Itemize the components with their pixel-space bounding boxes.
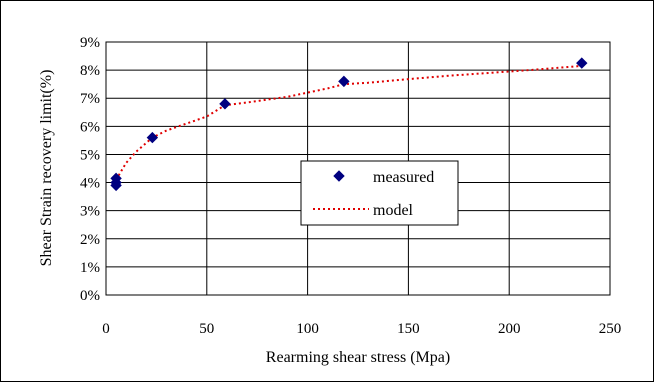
measured-point	[219, 98, 231, 110]
plot-area-border	[105, 41, 611, 296]
model-series	[115, 64, 582, 181]
x-tick-label: 200	[498, 321, 521, 337]
y-tick-label: 3%	[80, 204, 100, 220]
measured-point	[146, 131, 159, 144]
legend-model-label: model	[373, 202, 414, 219]
legend: measured model	[300, 160, 459, 226]
y-axis-title: Shear Strain recovery limit(%)	[38, 70, 55, 267]
y-tick-label: 4%	[80, 176, 100, 192]
measured-point	[110, 172, 122, 185]
y-tick-label: 7%	[80, 91, 100, 107]
x-tick-label: 0	[102, 321, 110, 337]
y-tick-label: 8%	[80, 63, 100, 79]
measured-series	[110, 57, 588, 192]
y-tick-label: 2%	[80, 232, 100, 248]
measured-point	[576, 57, 588, 69]
model-line	[115, 64, 582, 181]
y-tick-label: 0%	[80, 288, 100, 304]
x-tick-label: 100	[296, 321, 319, 337]
legend-measured-marker	[333, 170, 345, 182]
x-tick-labels: 0 50 100 150 200 250	[102, 321, 621, 337]
x-tick-label: 250	[599, 321, 622, 337]
y-tick-label: 1%	[80, 260, 100, 276]
y-tick-label: 9%	[80, 35, 100, 51]
y-tick-labels: 0% 1% 2% 3% 4% 5% 6% 7% 8% 9%	[80, 35, 100, 304]
y-tick-label: 5%	[80, 147, 100, 163]
measured-point	[338, 75, 350, 88]
x-tick-label: 150	[397, 321, 420, 337]
y-tick-label: 6%	[80, 119, 100, 135]
legend-measured-label: measured	[373, 169, 434, 186]
x-axis-title: Rearming shear stress (Mpa)	[266, 349, 450, 366]
legend-box	[300, 160, 459, 226]
x-tick-label: 50	[199, 321, 214, 337]
